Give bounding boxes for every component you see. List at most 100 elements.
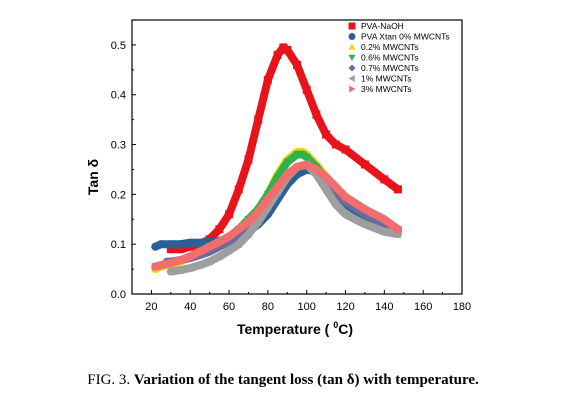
data-point bbox=[361, 205, 369, 214]
x-axis-label-unit: C) bbox=[338, 321, 353, 337]
data-point bbox=[293, 162, 301, 171]
data-point bbox=[273, 50, 282, 59]
data-point bbox=[176, 245, 185, 254]
figure-caption: FIG. 3. Variation of the tangent loss (t… bbox=[0, 372, 566, 389]
x-tick-label: 140 bbox=[375, 301, 393, 313]
data-point bbox=[302, 85, 311, 94]
x-axis-label: Temperature ( 0C) bbox=[237, 320, 353, 337]
data-point bbox=[177, 256, 185, 265]
data-point bbox=[225, 232, 234, 241]
legend-entry: 1% MWCNTs bbox=[348, 74, 412, 84]
data-point bbox=[264, 195, 272, 204]
data-point bbox=[206, 242, 214, 251]
x-tick-label: 120 bbox=[336, 301, 354, 313]
caption-title: Variation of the tangent loss (tan δ) wi… bbox=[133, 372, 479, 388]
legend-label: 3% MWCNTs bbox=[361, 84, 412, 94]
y-axis-label: Tan δ bbox=[85, 159, 101, 195]
legend-label: 0.6% MWCNTs bbox=[361, 53, 419, 63]
data-point bbox=[176, 266, 184, 275]
x-tick-label: 40 bbox=[184, 301, 196, 313]
data-point bbox=[331, 140, 340, 149]
data-point bbox=[293, 151, 301, 159]
x-tick-label: 180 bbox=[453, 301, 471, 313]
legend-marker bbox=[348, 22, 356, 30]
data-point bbox=[283, 158, 292, 166]
data-point bbox=[195, 238, 204, 247]
data-point bbox=[176, 240, 185, 249]
data-point bbox=[225, 210, 234, 219]
data-point bbox=[312, 110, 321, 119]
data-point bbox=[166, 240, 175, 249]
y-tick-label: 0.2 bbox=[111, 189, 126, 201]
data-point bbox=[331, 200, 340, 209]
chart-axes: 20 40 60 80 100 120 140 160 180 0.0 0.1 0.2 0.3 0.4 0.… bbox=[111, 19, 471, 313]
data-point bbox=[186, 238, 195, 247]
x-tick-label: 60 bbox=[223, 301, 235, 313]
legend-entry: PVA Xtan 0% MWCNTs bbox=[348, 32, 450, 42]
legend-label: 1% MWCNTs bbox=[361, 74, 412, 84]
y-tick-label: 0.3 bbox=[111, 140, 126, 152]
data-point bbox=[332, 182, 340, 191]
data-point bbox=[298, 151, 307, 159]
data-point bbox=[293, 60, 301, 69]
data-point bbox=[235, 225, 243, 234]
x-axis-label-sup: 0 bbox=[333, 320, 338, 330]
data-point bbox=[322, 185, 330, 194]
plot-frame bbox=[131, 19, 463, 295]
data-point bbox=[167, 259, 175, 268]
data-point bbox=[234, 185, 243, 194]
x-tick-label: 160 bbox=[414, 301, 432, 313]
data-point bbox=[244, 230, 252, 239]
data-point bbox=[225, 246, 233, 255]
data-point bbox=[157, 261, 166, 270]
data-point bbox=[322, 130, 331, 139]
data-point bbox=[313, 165, 321, 174]
data-point bbox=[215, 225, 224, 234]
legend-marker bbox=[348, 64, 356, 72]
data-point bbox=[274, 182, 282, 191]
data-point bbox=[360, 160, 369, 169]
data-point bbox=[244, 155, 253, 164]
legend-label: PVA-NaOH bbox=[361, 21, 404, 31]
data-point bbox=[381, 215, 389, 224]
legend-label: 0.7% MWCNTs bbox=[361, 63, 419, 73]
data-point bbox=[234, 240, 242, 249]
legend-entry: 0.2% MWCNTs bbox=[348, 42, 419, 52]
caption-prefix: FIG. 3. bbox=[87, 372, 134, 388]
data-point bbox=[205, 257, 213, 266]
data-point bbox=[394, 225, 402, 234]
legend-marker bbox=[348, 54, 356, 61]
x-tick-label: 80 bbox=[262, 301, 274, 313]
legend-entry: 0.7% MWCNTs bbox=[348, 63, 419, 73]
data-point bbox=[393, 185, 402, 194]
data-point bbox=[254, 207, 263, 216]
series-6 bbox=[151, 160, 402, 271]
legend-entry: 0.6% MWCNTs bbox=[348, 53, 419, 63]
data-point bbox=[166, 245, 175, 254]
data-point bbox=[380, 227, 388, 236]
data-point bbox=[195, 261, 204, 270]
data-point bbox=[166, 267, 175, 276]
legend-marker bbox=[348, 43, 356, 50]
x-axis-label-text: Temperature ( bbox=[237, 321, 333, 337]
data-point bbox=[186, 264, 194, 273]
data-point bbox=[360, 220, 369, 229]
data-point bbox=[284, 170, 292, 179]
data-point bbox=[245, 217, 253, 226]
data-point bbox=[215, 252, 223, 261]
legend-marker bbox=[348, 33, 356, 40]
data-point bbox=[263, 202, 272, 211]
data-point bbox=[283, 45, 292, 54]
data-point bbox=[341, 210, 349, 219]
y-tick-label: 0.5 bbox=[111, 40, 126, 52]
y-tick-label: 0.1 bbox=[111, 239, 126, 251]
data-point bbox=[196, 247, 204, 256]
legend-entry: PVA-NaOH bbox=[348, 21, 404, 31]
legend-label: PVA Xtan 0% MWCNTs bbox=[361, 32, 450, 42]
data-point bbox=[303, 160, 311, 169]
data-point bbox=[254, 115, 263, 124]
data-point bbox=[157, 240, 166, 249]
data-point bbox=[216, 237, 224, 246]
data-point bbox=[187, 252, 195, 261]
